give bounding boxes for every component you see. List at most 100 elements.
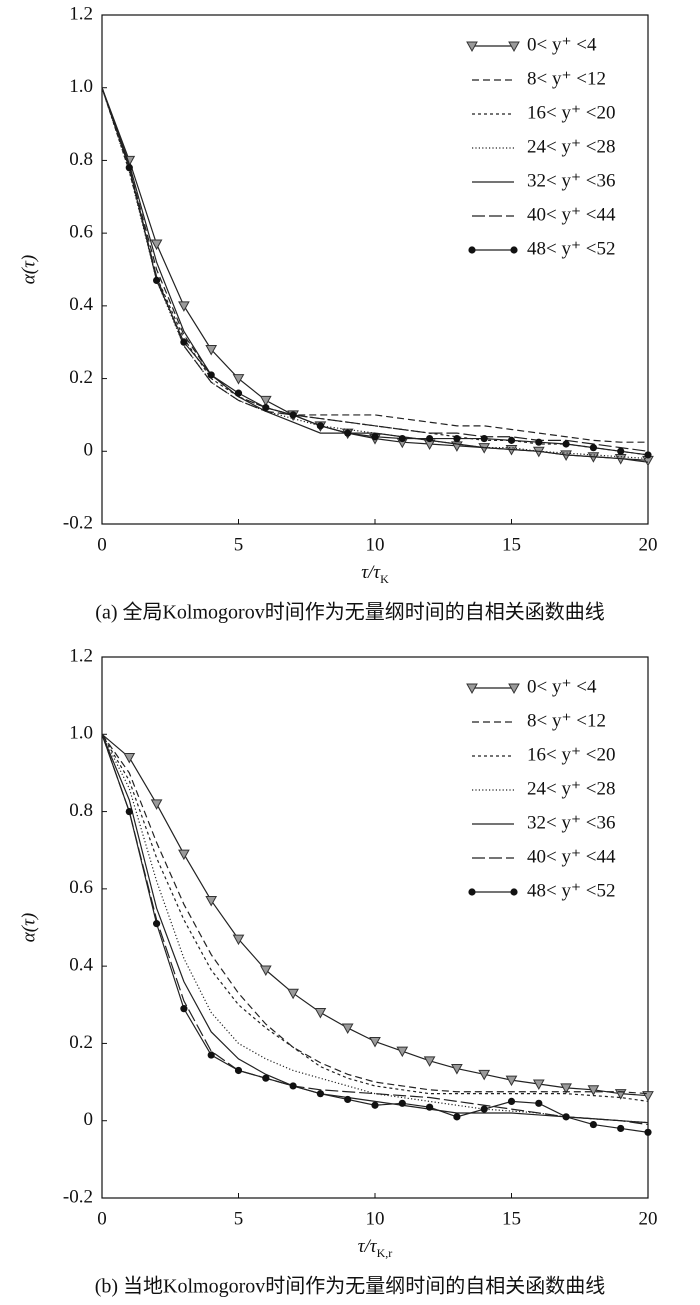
marker: [562, 440, 570, 448]
legend-label: 24< y⁺ <28: [527, 778, 615, 799]
marker: [123, 752, 136, 764]
legend-label: 16< y⁺ <20: [527, 102, 615, 123]
x-tick-label: 5: [234, 534, 244, 555]
marker: [426, 1103, 434, 1111]
marker: [178, 849, 190, 861]
marker: [396, 1046, 409, 1058]
marker: [480, 1105, 488, 1113]
x-axis-label-sub: K: [380, 572, 389, 586]
marker: [589, 444, 598, 452]
y-axis-label: α(τ): [18, 255, 39, 284]
marker: [508, 41, 520, 53]
marker: [398, 1099, 406, 1107]
marker: [289, 411, 297, 419]
x-axis-label-main: τ/τ: [358, 1236, 378, 1257]
marker: [508, 683, 520, 695]
y-tick-label: -0.2: [63, 512, 93, 533]
legend-label: 32< y⁺ <36: [527, 812, 615, 833]
y-tick-label: 1.2: [69, 3, 93, 24]
legend-label: 0< y⁺ <4: [527, 676, 597, 697]
x-tick-label: 10: [366, 1208, 385, 1229]
marker: [587, 1085, 600, 1096]
x-tick-label: 15: [502, 534, 521, 555]
marker: [507, 1097, 516, 1105]
series-line: [101, 87, 648, 443]
marker: [180, 338, 188, 346]
marker: [125, 164, 133, 172]
marker: [505, 1075, 518, 1087]
marker: [207, 371, 215, 379]
y-tick-label: -0.2: [63, 1186, 93, 1207]
marker: [453, 434, 461, 443]
y-tick-label: 0.8: [69, 149, 93, 170]
y-tick-label: 1.2: [69, 645, 93, 666]
y-tick-label: 0.8: [69, 800, 93, 821]
marker: [341, 1023, 354, 1034]
x-tick-label: 0: [97, 534, 107, 555]
series-line: [101, 733, 649, 1095]
marker: [466, 683, 478, 695]
marker: [510, 246, 518, 254]
marker: [287, 988, 299, 1000]
marker: [617, 1124, 625, 1133]
y-tick-label: 0: [84, 1109, 94, 1130]
x-tick-label: 5: [234, 1208, 244, 1229]
x-tick-label: 10: [366, 534, 385, 555]
legend-label: 16< y⁺ <20: [527, 744, 615, 765]
x-axis-label: τ/τK,r: [358, 1236, 393, 1259]
y-tick-label: 0: [84, 440, 94, 461]
marker: [316, 422, 324, 430]
marker: [535, 1099, 543, 1107]
marker: [423, 1056, 436, 1067]
marker: [480, 434, 488, 443]
marker: [180, 1005, 188, 1013]
marker: [644, 1128, 652, 1136]
marker: [314, 1008, 327, 1019]
marker: [478, 1069, 491, 1081]
marker: [232, 934, 245, 946]
x-tick-label: 20: [639, 1208, 658, 1229]
marker: [259, 395, 272, 407]
marker: [644, 451, 652, 459]
marker: [178, 301, 190, 312]
marker: [205, 344, 218, 356]
marker: [150, 799, 163, 810]
legend-label: 48< y⁺ <52: [527, 238, 615, 259]
marker: [262, 404, 270, 412]
marker: [371, 1101, 379, 1109]
y-tick-label: 0.6: [69, 222, 93, 243]
marker: [153, 920, 161, 928]
marker: [589, 1120, 598, 1129]
series-line: [101, 734, 649, 1124]
marker: [466, 41, 478, 53]
marker: [398, 434, 406, 443]
marker: [468, 888, 476, 896]
marker: [232, 374, 245, 385]
x-axis-label-sub: K,r: [377, 1246, 393, 1260]
y-axis-label: α(τ): [18, 913, 39, 942]
marker: [507, 436, 516, 444]
x-axis-label-main: τ/τ: [361, 562, 381, 583]
marker: [153, 276, 161, 285]
legend-label: 0< y⁺ <4: [527, 34, 597, 55]
marker: [344, 1095, 352, 1104]
marker: [234, 1066, 243, 1075]
caption: (a) 全局Kolmogorov时间作为无量纲时间的自相关函数曲线: [95, 601, 604, 624]
legend-label: 40< y⁺ <44: [527, 846, 616, 867]
x-tick-label: 0: [97, 1208, 107, 1229]
x-tick-label: 15: [502, 1208, 521, 1229]
plot-frame: [101, 14, 649, 525]
marker: [262, 1074, 270, 1082]
marker: [150, 239, 163, 251]
marker: [125, 807, 133, 816]
marker: [453, 1113, 461, 1121]
marker: [289, 1082, 297, 1090]
y-tick-label: 0.6: [69, 877, 93, 898]
caption: (b) 当地Kolmogorov时间作为无量纲时间的自相关函数曲线: [95, 1275, 606, 1298]
y-tick-label: 0.4: [69, 955, 93, 976]
y-tick-label: 1.0: [69, 76, 93, 97]
marker: [560, 1083, 572, 1094]
series-line: [101, 733, 649, 1102]
x-axis-label: τ/τK: [361, 562, 389, 585]
